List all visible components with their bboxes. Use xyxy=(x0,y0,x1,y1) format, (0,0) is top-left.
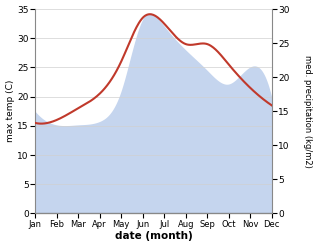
Y-axis label: med. precipitation (kg/m2): med. precipitation (kg/m2) xyxy=(303,55,313,168)
Y-axis label: max temp (C): max temp (C) xyxy=(5,80,15,143)
X-axis label: date (month): date (month) xyxy=(114,231,192,242)
